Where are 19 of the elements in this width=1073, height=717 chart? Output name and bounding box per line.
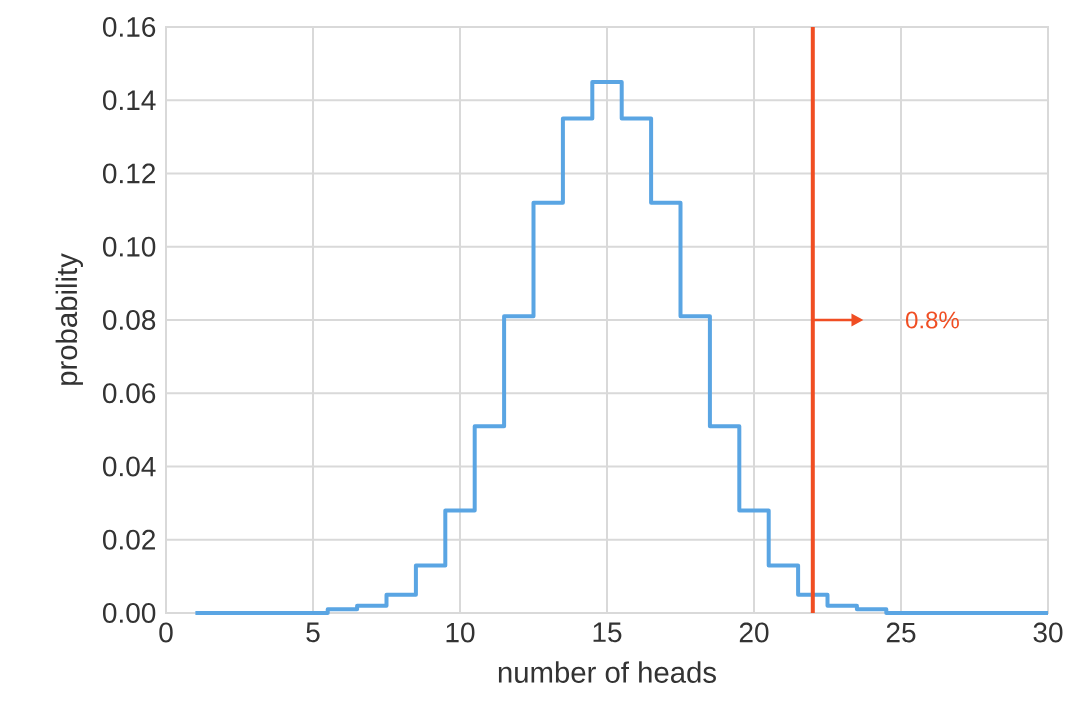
y-axis-title: probability [55,253,83,385]
x-tick-label: 5 [306,622,320,643]
y-tick-label: 0.02 [102,529,155,550]
y-tick-label: 0.04 [102,456,156,477]
y-tick-label: 0.06 [102,383,156,404]
y-tick-label: 0.12 [102,163,155,184]
x-tick-label: 15 [593,622,622,643]
y-tick-label: 0.16 [102,17,156,37]
y-tick-label: 0.14 [102,90,156,111]
y-tick-label: 0.00 [102,603,156,623]
annotation: 0.8% [906,311,959,329]
x-tick-label: 0 [159,622,173,643]
x-axis-title: number of heads [498,661,716,683]
x-tick-label: 20 [739,622,769,643]
y-tick-label: 0.10 [102,236,156,257]
x-tick-label: 30 [1033,622,1063,643]
y-tick-label: 0.08 [102,310,156,330]
x-tick-label: 25 [886,622,916,643]
x-tick-label: 10 [446,622,475,643]
